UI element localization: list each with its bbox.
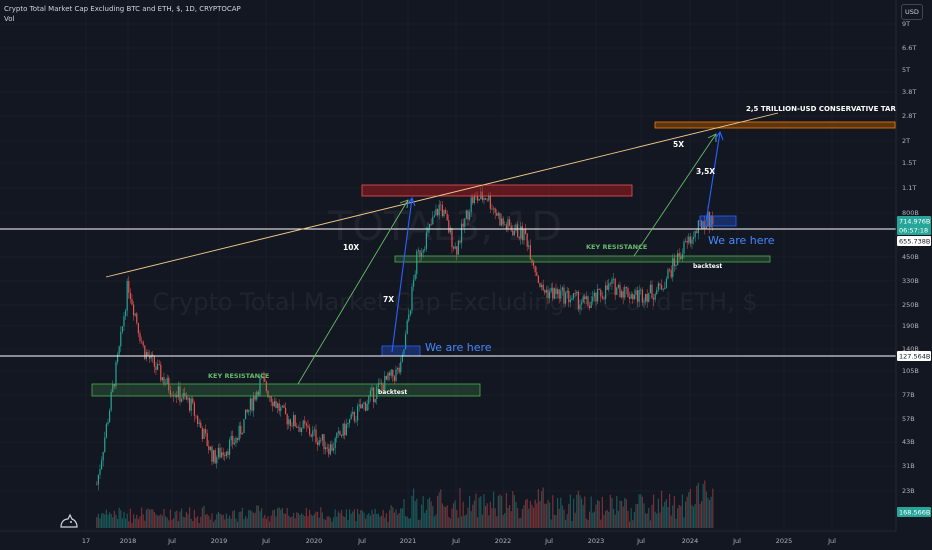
time-tick-label: 2018 — [120, 537, 137, 545]
key-resistance-label-1: KEY RESISTANCE — [208, 372, 269, 380]
price-tick-label: 9T — [902, 20, 910, 28]
backtest-label-1: backtest — [378, 389, 407, 396]
price-tick-label: 6.6T — [902, 44, 916, 52]
key-resistance-zone-1[interactable] — [91, 383, 481, 397]
price-axis[interactable]: 9T 6.6T 5T 3.8T 2.8T 2T 1.5T 1.1T 800B 450B 330B 25… — [902, 20, 919, 495]
price-tick-label: 77B — [902, 391, 915, 399]
price-tick-label: 450B — [902, 253, 919, 261]
time-tick-label: Jul — [261, 537, 270, 545]
time-tick-label: Jul — [636, 537, 645, 545]
price-tick-label: 23B — [902, 487, 915, 495]
mult-7x-label: 7X — [383, 295, 394, 304]
key-resistance-label-2: KEY RESISTANCE — [586, 243, 647, 251]
grid-lines — [0, 0, 896, 531]
watermark-description: Crypto Total Market Cap Excluding BTC an… — [152, 288, 757, 316]
mult-35x-label: 3,5X — [696, 167, 715, 176]
time-tick-label: Jul — [544, 537, 553, 545]
price-tag-label: 714.976B — [899, 218, 930, 226]
price-tick-label: 140B — [902, 345, 919, 353]
currency-button[interactable]: USD — [901, 4, 923, 20]
chart-title: Crypto Total Market Cap Excluding BTC an… — [4, 5, 241, 13]
time-tick-label: 2020 — [306, 537, 323, 545]
time-tick-label: 17 — [82, 537, 90, 545]
price-tick-label: 250B — [902, 301, 919, 309]
price-tick-label: 330B — [902, 277, 919, 285]
blue-arrows — [391, 130, 724, 353]
price-tag-label: 168.566B — [899, 509, 930, 517]
trend-line[interactable] — [105, 112, 779, 278]
price-tick-label: 2T — [902, 137, 910, 145]
time-tick-label: 2022 — [495, 537, 512, 545]
time-tick-label: 2023 — [588, 537, 605, 545]
time-tick-label: Jul — [732, 537, 741, 545]
time-tick-label: Jul — [827, 537, 836, 545]
mult-5x-label: 5X — [673, 140, 684, 149]
we-are-here-label-1: We are here — [425, 341, 492, 354]
price-tick-label: 5T — [902, 66, 910, 74]
price-tick-label: 3.8T — [902, 88, 916, 96]
we-are-here-box-1[interactable] — [381, 345, 421, 357]
price-tick-label: 57B — [902, 415, 915, 423]
price-tick-label: 31B — [902, 462, 915, 470]
price-tick-label: 800B — [902, 209, 919, 217]
time-tick-label: 2019 — [211, 537, 228, 545]
time-axis[interactable]: 17 2018 Jul 2019 Jul 2020 Jul 2021 Jul 2022 Jul 202… — [82, 537, 836, 545]
price-tick-label: 1.5T — [902, 159, 916, 167]
time-tick-label: Jul — [357, 537, 366, 545]
price-tag-label: 06:57:18 — [899, 227, 928, 235]
mult-10x-label: 10X — [343, 243, 359, 252]
time-tick-label: Jul — [167, 537, 176, 545]
target-label: 2,5 TRILLION-USD CONSERVATIVE TARGET — [746, 105, 911, 113]
time-tick-label: 2021 — [400, 537, 417, 545]
price-tag-label: 655.738B — [899, 238, 930, 246]
price-tick-label: 105B — [902, 367, 919, 375]
top-zone[interactable] — [361, 184, 633, 197]
time-tick-label: 2025 — [776, 537, 793, 545]
price-tick-label: 190B — [902, 322, 919, 330]
time-tick-label: 2024 — [682, 537, 699, 545]
volume-bars — [96, 480, 714, 528]
we-are-here-box-2[interactable] — [699, 215, 737, 227]
target-zone[interactable] — [654, 121, 896, 129]
candlesticks — [96, 185, 714, 491]
we-are-here-label-2: We are here — [708, 234, 775, 247]
backtest-label-2: backtest — [693, 263, 722, 270]
tradingview-logo-icon[interactable] — [58, 510, 80, 530]
key-resistance-zone-2[interactable] — [394, 255, 771, 263]
price-tag-label: 127.564B — [899, 353, 930, 361]
green-arrows — [297, 133, 717, 385]
time-tick-label: Jul — [451, 537, 460, 545]
volume-label: Vol — [4, 15, 15, 23]
price-tick-label: 2.8T — [902, 112, 916, 120]
price-tick-label: 43B — [902, 438, 915, 446]
price-tick-label: 1.1T — [902, 184, 916, 192]
